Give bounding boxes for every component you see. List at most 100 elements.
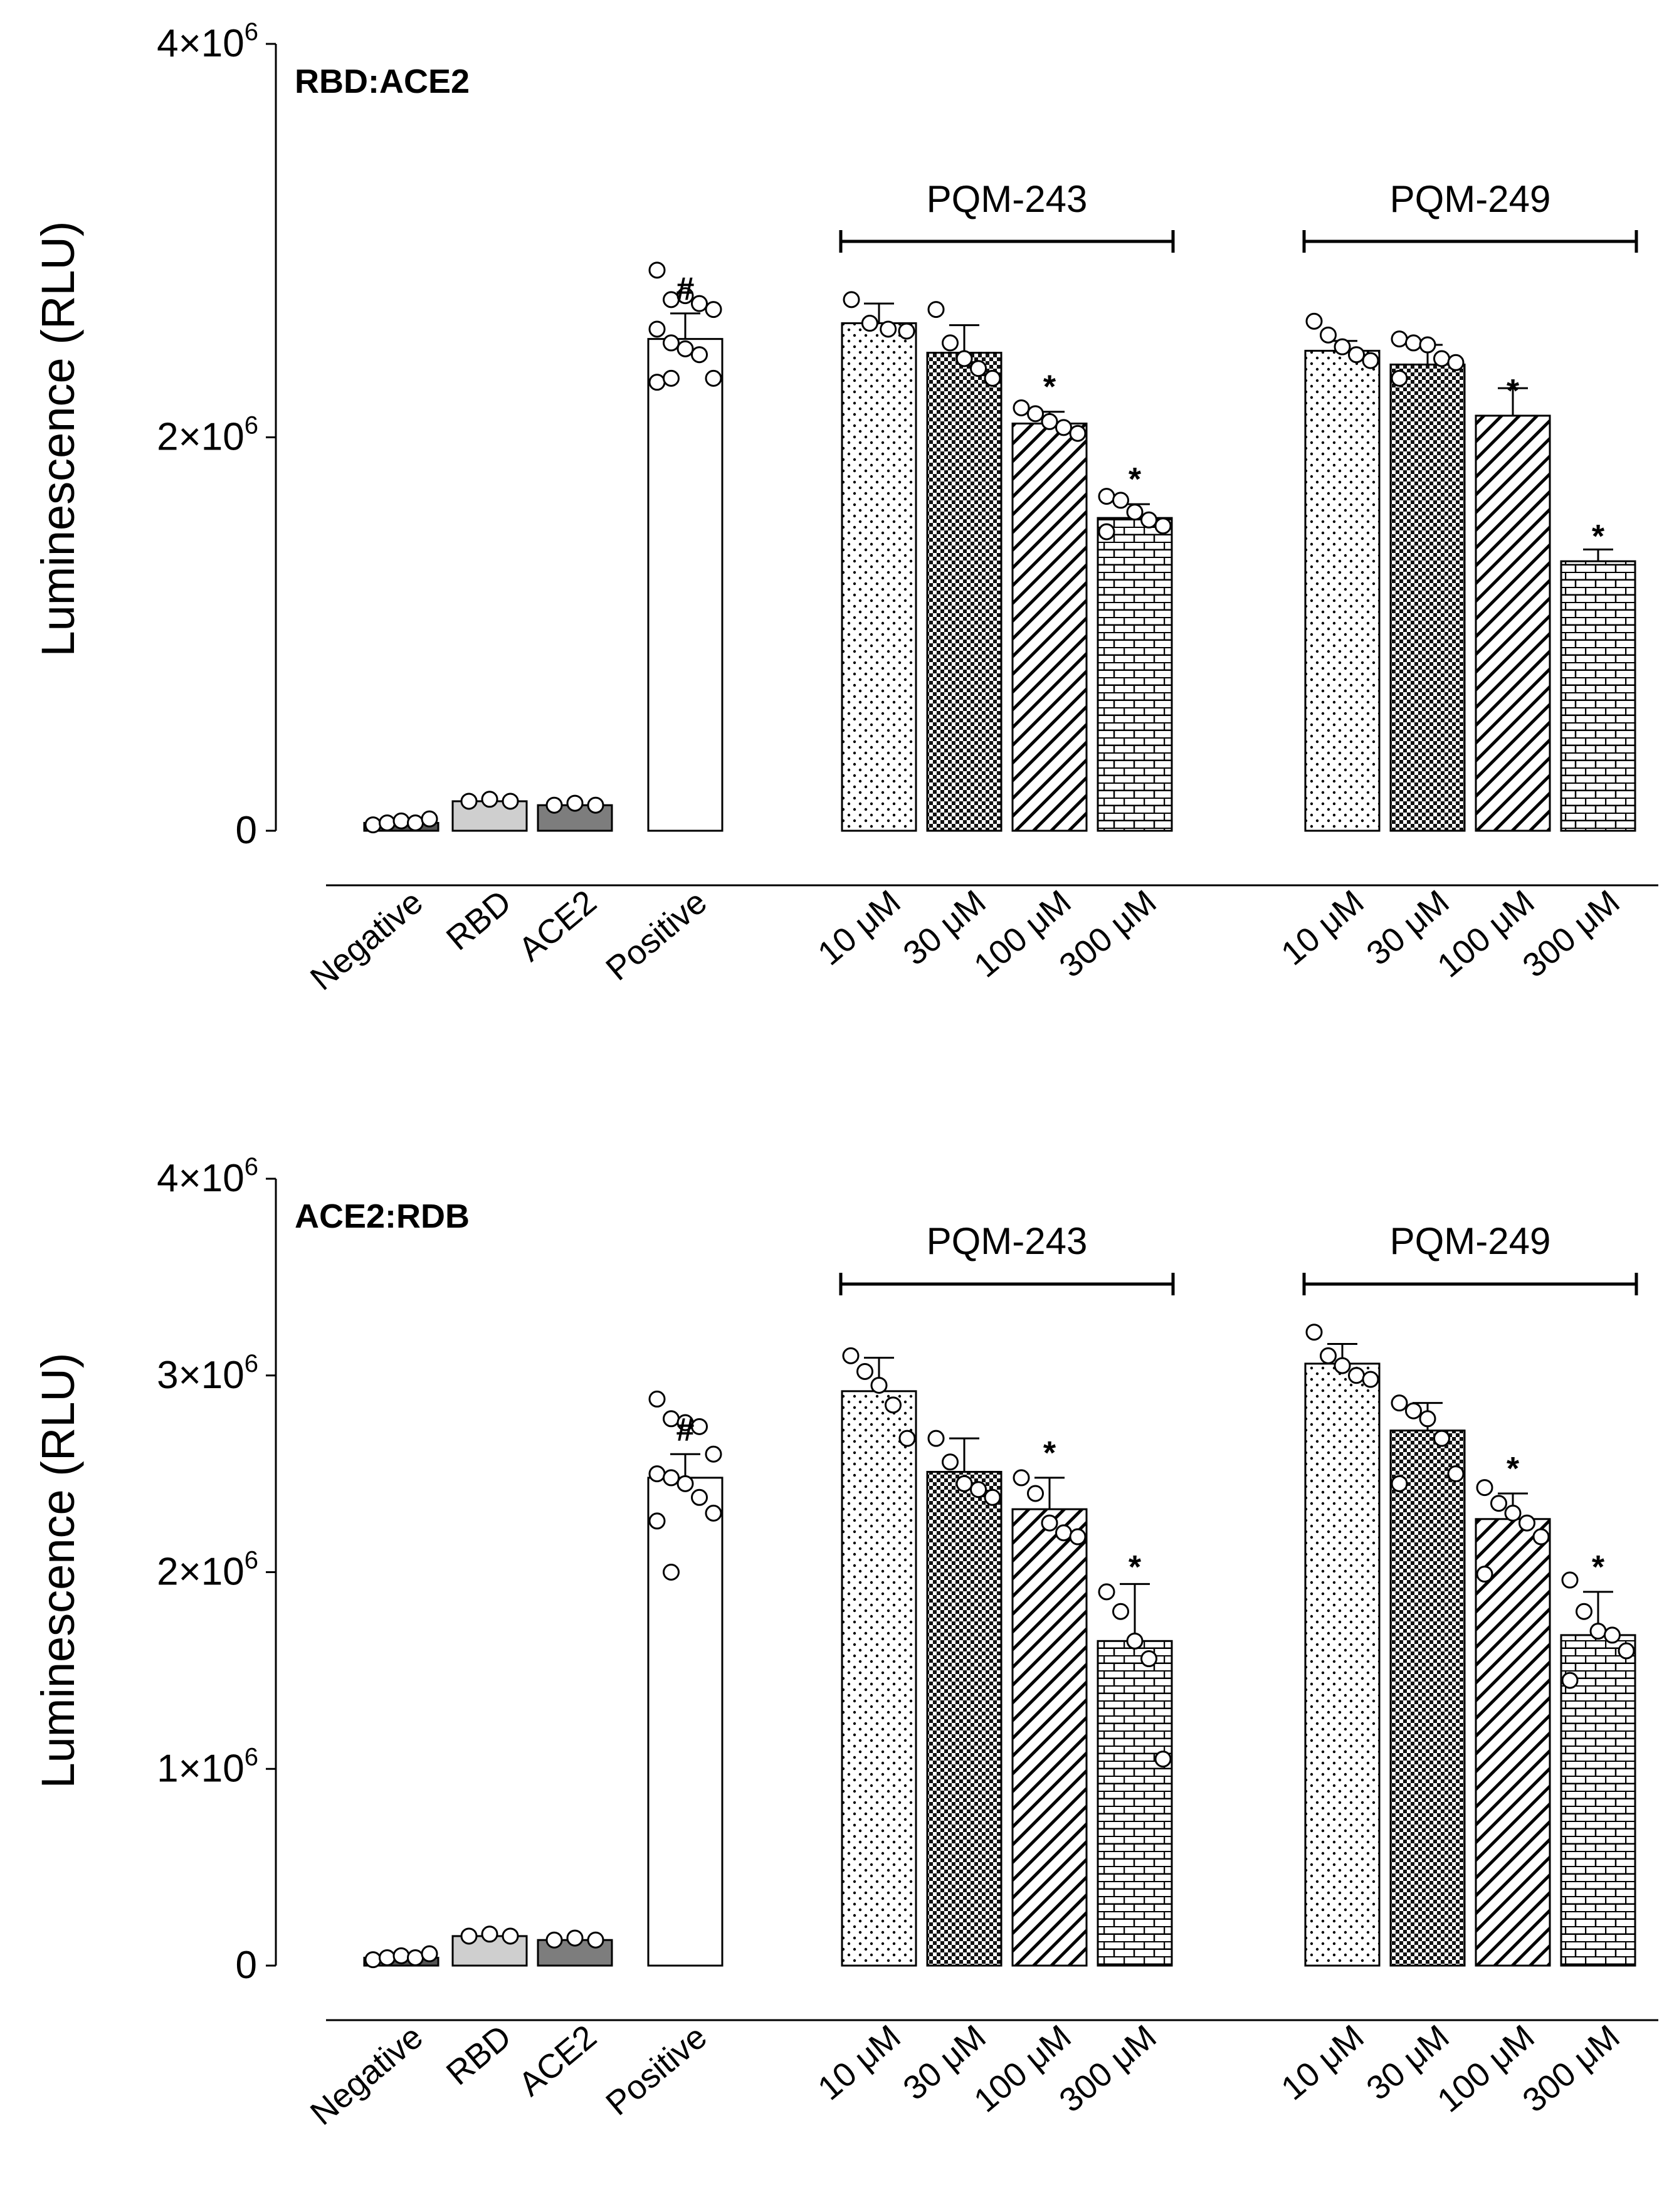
panel1-panel-title: RBD:ACE2: [295, 63, 470, 100]
panel1-category-label: Negative: [303, 883, 430, 998]
panel1-data-point: [970, 360, 987, 377]
panel2-data-point: [1126, 1632, 1144, 1650]
panel1-y-tick-label: 0: [236, 809, 257, 852]
panel1-data-point: [1154, 517, 1172, 535]
panel1-data-point: [587, 796, 604, 814]
panel2-data-point: [691, 1488, 708, 1506]
panel2-data-point: [705, 1504, 722, 1522]
panel2-bar: [1304, 1362, 1381, 1967]
panel2-data-point: [970, 1481, 987, 1498]
panel2-data-point: [364, 1951, 382, 1969]
panel1-data-point: [927, 301, 945, 319]
panel1-data-point: [1348, 346, 1365, 364]
panel2-data-point: [856, 1362, 873, 1380]
panel1-data-point: [481, 791, 498, 808]
panel2-data-point: [1027, 1485, 1044, 1502]
panel1-data-point: [1013, 399, 1030, 416]
panel1-data-point: [898, 322, 915, 340]
panel1-data-point: [861, 315, 878, 332]
panel1-y-tick-label: 2×106: [157, 412, 258, 459]
panel1-data-point: [676, 340, 694, 357]
panel1-data-point: [663, 369, 680, 387]
panel2-data-point: [1405, 1402, 1422, 1419]
panel2-data-point: [1013, 1469, 1030, 1487]
panel1-data-point: [880, 320, 897, 338]
panel2-data-point: [1589, 1623, 1607, 1640]
panel1-category-label: 10 μM: [811, 883, 907, 972]
panel1-chart: 0 2×106 4×106 Luminescence (RLU) RBD:ACE2 Neg…: [32, 18, 1658, 998]
panel1-data-point: [955, 350, 973, 367]
panel1-data-point: [705, 301, 722, 319]
panel2-bar: [647, 1477, 724, 1967]
panel2-data-point: [1362, 1371, 1379, 1388]
panel2-data-point: [1504, 1504, 1522, 1522]
panel1-significance-mark: *: [1043, 369, 1056, 406]
panel1-data-point: [648, 261, 666, 279]
panel1-significance-mark: *: [1592, 519, 1605, 555]
panel2-data-point: [566, 1929, 584, 1947]
panel1-data-point: [1391, 330, 1408, 348]
panel2-bar: [1560, 1634, 1636, 1967]
panel1-data-point: [1334, 338, 1351, 356]
panel2-chart: 0 1×106 2×106 3×106 4×106 Luminescence (RLU) A…: [32, 1153, 1658, 2132]
panel2-data-point: [1140, 1650, 1157, 1668]
panel1-bar: [1011, 423, 1088, 832]
panel2-category-label: 10 μM: [1274, 2018, 1371, 2107]
panel1-data-point: [421, 810, 438, 828]
panel1-bar: [647, 338, 724, 832]
panel1-category-label: 10 μM: [1274, 883, 1371, 972]
panel2-bar: [926, 1470, 1003, 1967]
panel2-data-point: [1419, 1410, 1436, 1428]
panel2-significance-mark: *: [1129, 1549, 1142, 1586]
panel2-data-point: [842, 1347, 860, 1364]
panel2-category-label: 10 μM: [811, 2018, 907, 2107]
panel2-significance-mark: *: [1592, 1549, 1605, 1586]
panel2-data-point: [1476, 1479, 1493, 1497]
panel1-category-label: ACE2: [512, 883, 604, 969]
panel1-significance-mark: *: [1507, 373, 1520, 409]
panel2-data-point: [1305, 1324, 1323, 1341]
panel1-data-point: [1055, 419, 1072, 436]
panel2-bar: [1011, 1508, 1088, 1967]
panel2-y-tick-label: 1×106: [157, 1743, 258, 1790]
panel1-data-point: [379, 814, 396, 831]
panel2-data-point: [1055, 1524, 1072, 1542]
panel2-y-tick-label: 0: [236, 1944, 257, 1987]
panel2-panel-title: ACE2:RDB: [295, 1198, 470, 1235]
panel2-data-point: [648, 1390, 666, 1408]
panel2-category-label: ACE2: [512, 2018, 604, 2104]
panel2-data-point: [1490, 1495, 1507, 1512]
panel2-data-point: [1518, 1514, 1535, 1532]
panel2-data-point: [407, 1949, 424, 1966]
panel1-data-point: [984, 369, 1001, 387]
panel1-bar: [841, 322, 917, 832]
panel2-group-label: PQM-249: [1390, 1220, 1551, 1262]
panel2-y-axis-title: Luminescence (RLU): [32, 1352, 84, 1788]
panel1-data-point: [566, 794, 584, 812]
panel1-y-tick-label: 4×106: [157, 18, 258, 65]
panel2-data-point: [870, 1376, 888, 1394]
panel2-data-point: [1041, 1514, 1058, 1532]
panel2-y-tick-label: 2×106: [157, 1547, 258, 1594]
panel1-significance-mark: *: [1129, 461, 1142, 498]
panel1-data-point: [1041, 413, 1058, 430]
panel1-data-point: [1027, 405, 1044, 423]
panel2-data-point: [545, 1931, 563, 1949]
panel2-bar: [1097, 1640, 1173, 1967]
panel2-data-point: [663, 1564, 680, 1581]
panel2-data-point: [1391, 1394, 1408, 1412]
panel2-data-point: [1348, 1367, 1365, 1384]
panel2-data-point: [1098, 1583, 1115, 1601]
panel2-data-point: [502, 1927, 519, 1945]
panel2-data-point: [1561, 1672, 1579, 1689]
panel1-data-point: [676, 287, 694, 305]
panel2-category-label: 300 μM: [1515, 2018, 1626, 2119]
panel2-data-point: [691, 1418, 708, 1435]
panel2-y-tick-label: 4×106: [157, 1153, 258, 1200]
panel2-data-point: [481, 1925, 498, 1943]
panel2-data-point: [1391, 1475, 1408, 1492]
panel2-data-point: [1433, 1430, 1450, 1447]
panel1-data-point: [1419, 336, 1436, 354]
panel2-data-point: [379, 1949, 396, 1966]
panel2-data-point: [648, 1465, 666, 1483]
